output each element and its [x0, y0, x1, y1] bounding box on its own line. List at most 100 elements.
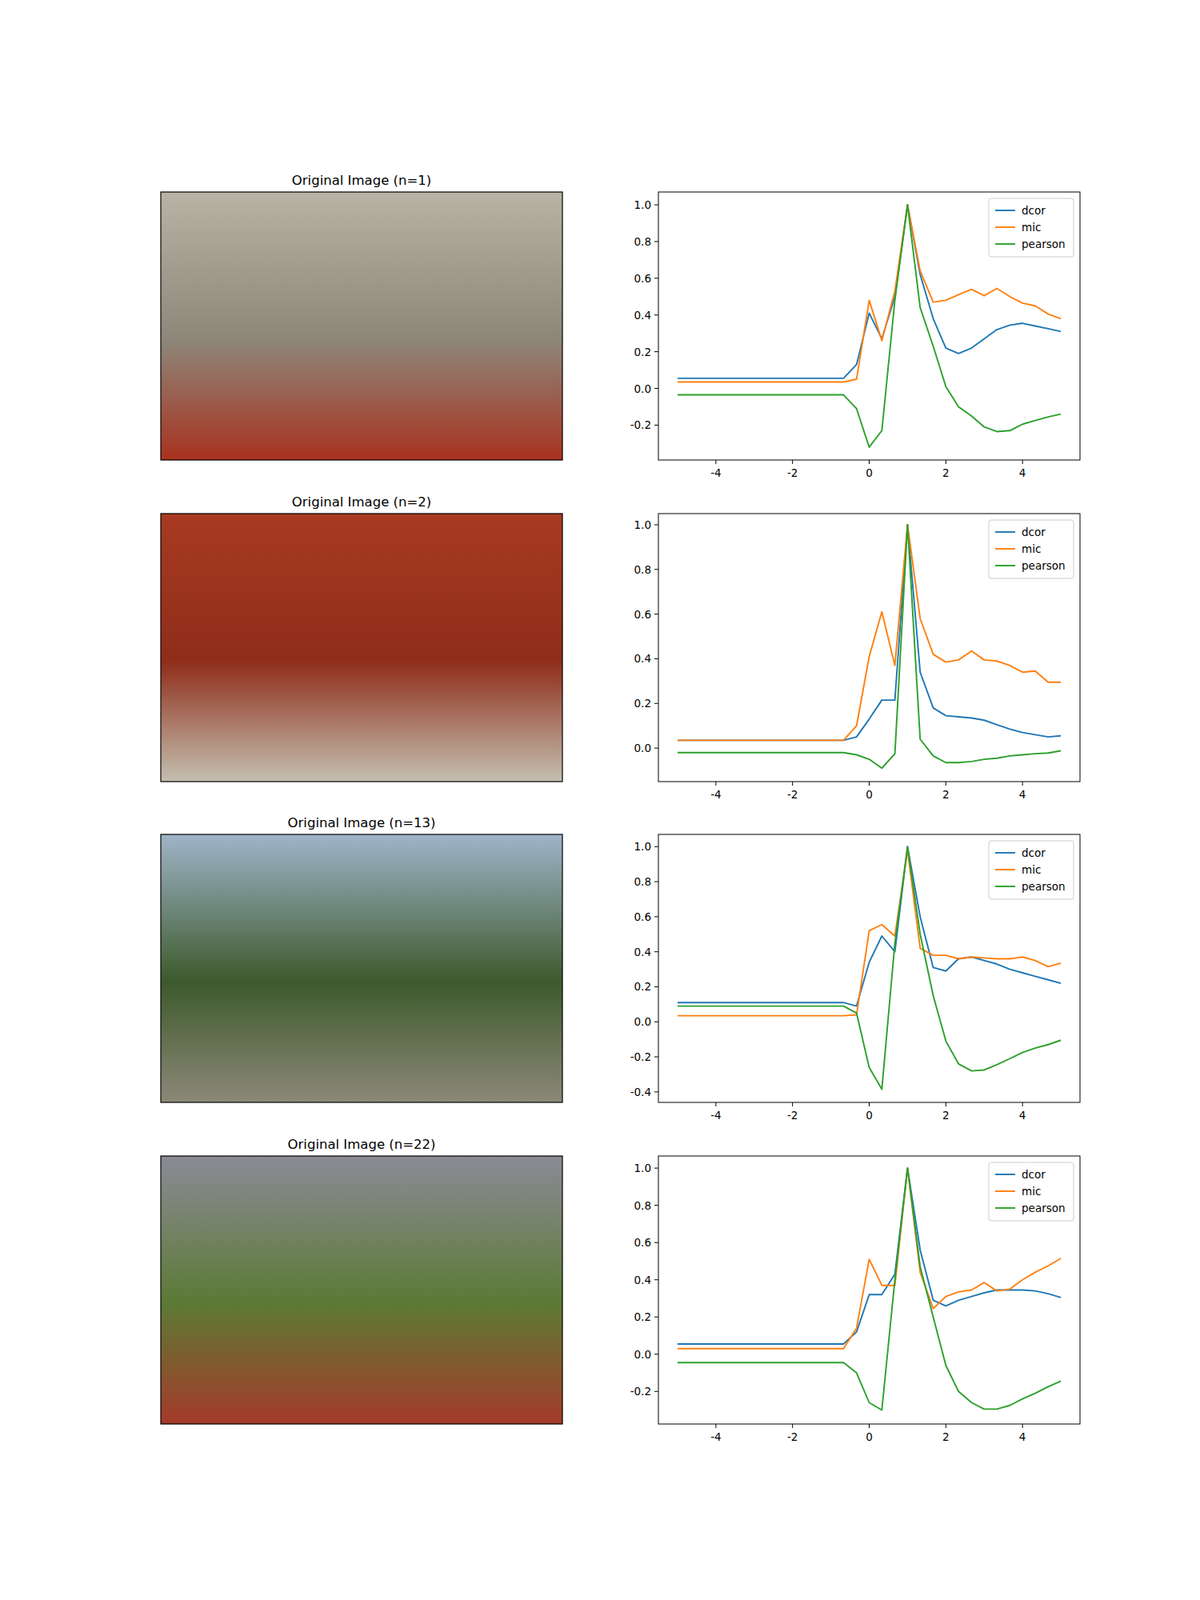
y-tick-label: 0.0 — [634, 382, 652, 396]
y-tick — [654, 846, 659, 848]
y-tick — [654, 1168, 659, 1169]
y-tick-label: -0.2 — [630, 1384, 652, 1398]
y-tick — [654, 748, 659, 749]
y-tick — [654, 524, 659, 525]
y-tick — [654, 1391, 659, 1392]
y-tick-label: 1.0 — [634, 518, 652, 532]
legend-label: dcor — [1021, 525, 1046, 539]
x-tick — [1022, 1102, 1024, 1107]
y-tick-label: 0.0 — [634, 1015, 652, 1028]
x-tick-label: 4 — [1019, 788, 1027, 801]
legend-label: pearson — [1021, 237, 1066, 251]
x-tick — [945, 460, 947, 464]
chart: -4-2024-0.20.00.20.40.60.81.0dcormicpear… — [630, 1156, 1080, 1444]
y-tick — [654, 881, 659, 883]
y-tick — [654, 613, 659, 615]
legend-swatch — [995, 548, 1016, 550]
y-tick — [654, 424, 659, 426]
y-tick — [654, 351, 659, 352]
legend-swatch — [995, 1207, 1016, 1209]
y-tick — [654, 916, 659, 917]
x-tick — [792, 460, 793, 464]
y-tick-label: 0.8 — [634, 563, 652, 576]
x-tick — [792, 781, 793, 786]
y-tick-label: 0.6 — [634, 1236, 652, 1249]
legend-label: mic — [1021, 863, 1041, 876]
x-tick — [868, 1424, 870, 1428]
x-tick — [868, 1102, 870, 1107]
x-tick-label: -4 — [710, 1108, 721, 1122]
y-tick — [654, 1242, 659, 1244]
y-tick-label: 0.2 — [634, 980, 652, 993]
y-tick — [654, 986, 659, 988]
x-tick — [792, 1102, 793, 1107]
x-tick — [715, 1102, 716, 1107]
y-tick-label: 0.0 — [634, 741, 652, 755]
figure: Original Image (n=1) Original Image (n=2)… — [0, 0, 1200, 1600]
photo — [160, 1156, 563, 1424]
y-tick — [654, 703, 659, 704]
legend-label: dcor — [1021, 204, 1046, 217]
y-tick — [654, 951, 659, 952]
x-tick-label: -4 — [710, 788, 721, 801]
axes-frame — [658, 1156, 1080, 1424]
background — [0, 0, 1200, 1600]
legend-swatch — [995, 226, 1016, 228]
x-tick-label: 0 — [865, 466, 873, 480]
image-title: Original Image (n=2) — [292, 494, 432, 510]
chart: -4-20240.00.20.40.60.81.0dcormicpearson — [634, 513, 1080, 801]
x-tick — [945, 1102, 947, 1107]
x-tick-label: 0 — [865, 788, 873, 801]
photo — [160, 834, 563, 1103]
x-tick-label: 4 — [1019, 1430, 1027, 1444]
x-tick-label: 0 — [865, 1108, 873, 1122]
legend-swatch — [995, 209, 1016, 212]
y-tick — [654, 314, 659, 316]
legend: dcormicpearson — [988, 198, 1074, 257]
axes-frame — [658, 834, 1080, 1103]
y-tick-label: 0.4 — [634, 945, 652, 959]
y-tick-label: -0.2 — [630, 1050, 652, 1064]
y-tick — [654, 1204, 659, 1206]
legend-label: mic — [1021, 1184, 1041, 1198]
x-tick — [792, 1424, 793, 1428]
legend-swatch — [995, 885, 1016, 888]
y-tick-label: -0.4 — [630, 1085, 652, 1099]
x-tick — [1022, 781, 1024, 786]
y-tick-label: 0.6 — [634, 608, 652, 621]
chart: -4-2024-0.4-0.20.00.20.40.60.81.0dcormic… — [630, 834, 1080, 1122]
x-tick — [868, 781, 870, 786]
legend-box — [988, 840, 1074, 900]
y-tick-label: 1.0 — [634, 1161, 652, 1175]
x-tick-label: -4 — [710, 466, 721, 480]
legend-label: mic — [1021, 542, 1041, 556]
x-tick — [1022, 1424, 1024, 1428]
y-tick-label: 0.8 — [634, 875, 652, 888]
y-tick-label: 0.8 — [634, 235, 652, 248]
x-tick — [715, 1424, 716, 1428]
legend-swatch — [995, 564, 1016, 567]
y-tick-label: 0.6 — [634, 910, 652, 924]
x-tick-label: 4 — [1019, 1108, 1027, 1122]
x-tick-label: -2 — [787, 1108, 798, 1122]
image-title: Original Image (n=13) — [288, 815, 436, 831]
y-tick — [654, 204, 659, 206]
legend-box — [988, 1162, 1074, 1221]
x-tick-label: -2 — [787, 466, 798, 480]
legend-swatch — [995, 868, 1016, 871]
photo — [160, 513, 563, 782]
x-tick-label: -2 — [787, 788, 798, 801]
y-tick-label: 0.2 — [634, 696, 652, 710]
image-title: Original Image (n=1) — [292, 172, 432, 188]
legend-swatch — [995, 243, 1016, 245]
legend-box — [988, 520, 1074, 579]
y-tick — [654, 1091, 659, 1092]
y-tick — [654, 1353, 659, 1355]
y-tick — [654, 1279, 659, 1280]
y-tick-label: 0.4 — [634, 308, 652, 322]
x-tick — [868, 460, 870, 464]
y-tick-label: 0.2 — [634, 345, 652, 359]
y-tick-label: 0.4 — [634, 1273, 652, 1287]
legend-label: dcor — [1021, 846, 1046, 860]
x-tick — [715, 460, 716, 464]
